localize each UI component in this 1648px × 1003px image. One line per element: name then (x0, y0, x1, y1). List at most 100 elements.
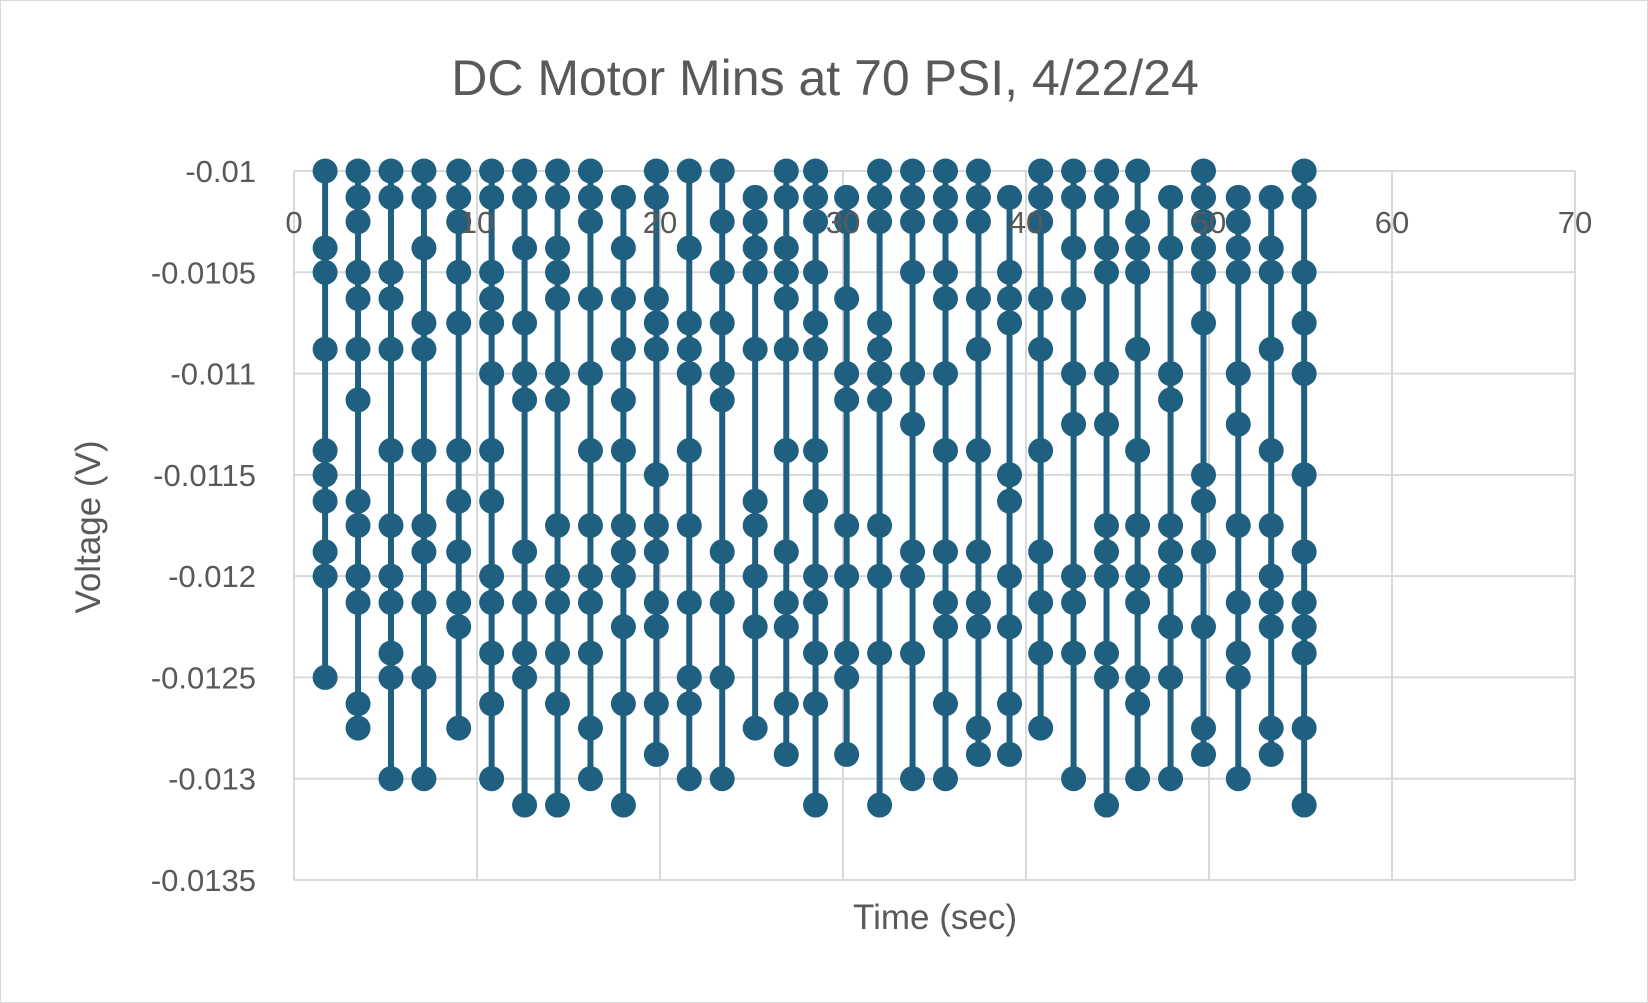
data-point (1225, 209, 1251, 235)
data-point (1061, 158, 1087, 184)
data-point (378, 158, 404, 184)
data-point (803, 438, 829, 464)
data-point (867, 563, 893, 589)
data-point (773, 438, 799, 464)
data-point (1061, 640, 1087, 666)
data-point (378, 438, 404, 464)
data-point (1225, 259, 1251, 285)
data-point (545, 259, 571, 285)
data-point (834, 361, 860, 387)
data-point (643, 286, 669, 312)
data-point (1061, 563, 1087, 589)
data-point (446, 539, 472, 565)
data-point (312, 259, 338, 285)
data-point (742, 259, 768, 285)
data-point (545, 387, 571, 413)
data-point (676, 438, 702, 464)
data-point (1094, 664, 1120, 690)
data-point (1061, 184, 1087, 210)
data-point (1125, 513, 1151, 538)
data-point (312, 235, 338, 261)
data-point (610, 235, 636, 261)
data-point (378, 563, 404, 589)
data-point (577, 589, 603, 615)
data-point (742, 513, 768, 538)
data-point (479, 259, 505, 285)
data-point (446, 209, 472, 235)
data-point (834, 286, 860, 312)
data-point (479, 691, 505, 717)
data-point (803, 158, 829, 184)
data-point (932, 259, 958, 285)
data-point (577, 361, 603, 387)
data-point (1125, 336, 1151, 362)
data-point (643, 741, 669, 767)
data-point (345, 715, 371, 741)
data-point (1291, 589, 1317, 615)
data-point (932, 158, 958, 184)
data-point (834, 741, 860, 767)
y-axis-title: Voltage (V) (69, 440, 108, 613)
x-axis-tick-labels: 0 10 20 30 40 50 60 70 (285, 205, 1592, 240)
data-point (1258, 513, 1284, 538)
data-point (446, 614, 472, 640)
data-point (610, 438, 636, 464)
data-point (965, 741, 991, 767)
gridlines (293, 170, 1576, 881)
data-point (1094, 513, 1120, 538)
data-point (773, 158, 799, 184)
data-point (610, 539, 636, 565)
data-point (803, 259, 829, 285)
data-point (1191, 741, 1217, 767)
data-point (643, 614, 669, 640)
data-point (965, 438, 991, 464)
data-point (742, 563, 768, 589)
y-tick-label: -0.0125 (151, 660, 256, 695)
data-point (378, 589, 404, 615)
data-point (932, 539, 958, 565)
data-point (965, 209, 991, 235)
data-point (834, 664, 860, 690)
data-point (742, 209, 768, 235)
data-point (709, 387, 735, 413)
data-point (1028, 158, 1054, 184)
data-point (867, 792, 893, 818)
data-point (997, 563, 1023, 589)
data-point (932, 589, 958, 615)
data-point (900, 539, 926, 565)
data-point (479, 158, 505, 184)
data-point (997, 614, 1023, 640)
data-point (1291, 184, 1317, 210)
data-point (1125, 259, 1151, 285)
data-point (834, 640, 860, 666)
data-point (479, 589, 505, 615)
data-point (512, 640, 538, 666)
data-point (965, 158, 991, 184)
data-point (512, 792, 538, 818)
data-point (378, 336, 404, 362)
data-point (1094, 792, 1120, 818)
data-point (577, 286, 603, 312)
data-point (512, 184, 538, 210)
data-point (1061, 411, 1087, 437)
data-point (997, 286, 1023, 312)
data-point (965, 539, 991, 565)
data-point (1028, 640, 1054, 666)
data-point (1125, 691, 1151, 717)
data-point (709, 361, 735, 387)
data-point (1225, 361, 1251, 387)
data-point (1225, 589, 1251, 615)
data-point (577, 640, 603, 666)
data-point (446, 184, 472, 210)
data-point (1258, 336, 1284, 362)
data-point (803, 310, 829, 336)
data-point (643, 691, 669, 717)
data-point (345, 158, 371, 184)
data-point (312, 438, 338, 464)
data-point (545, 640, 571, 666)
data-point (1028, 184, 1054, 210)
data-point (965, 614, 991, 640)
data-point (643, 158, 669, 184)
data-point (479, 766, 505, 792)
data-point (1125, 664, 1151, 690)
